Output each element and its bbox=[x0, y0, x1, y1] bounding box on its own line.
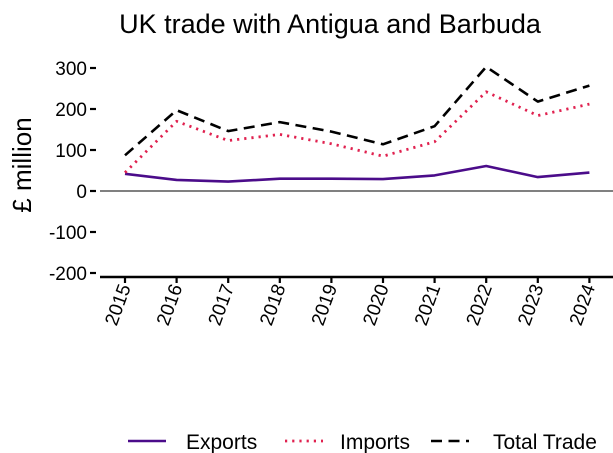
series-line-total-trade bbox=[124, 65, 590, 157]
x-tick-label: 2018 bbox=[256, 282, 290, 329]
y-tick-label: 200 bbox=[55, 100, 87, 121]
x-axis: 2015 2016 2017 2018 2019 2020 2021 2022 2023 2024 bbox=[100, 275, 613, 329]
x-tick-label: 2020 bbox=[360, 282, 394, 329]
y-tick-label: -200 bbox=[49, 264, 87, 285]
y-axis-label: £ million bbox=[7, 117, 37, 212]
y-tick-label: -100 bbox=[49, 223, 87, 244]
y-tick-label: 100 bbox=[55, 141, 87, 162]
x-tick-label: 2019 bbox=[308, 282, 342, 329]
y-axis: 300 200 100 0 -100 -200 bbox=[49, 59, 613, 285]
series-line-imports bbox=[124, 90, 590, 174]
series-layer bbox=[124, 65, 590, 183]
x-tick-label: 2016 bbox=[153, 282, 187, 329]
x-tick-label: 2022 bbox=[463, 282, 497, 329]
series-line-exports bbox=[124, 164, 590, 183]
y-tick-label: 300 bbox=[55, 59, 87, 80]
legend: Exports Imports Total Trade bbox=[128, 431, 597, 453]
x-tick-label: 2015 bbox=[102, 282, 136, 329]
y-tick-label: 0 bbox=[76, 182, 87, 203]
x-tick-label: 2023 bbox=[514, 282, 548, 329]
chart-title: UK trade with Antigua and Barbuda bbox=[119, 9, 542, 39]
x-tick-label: 2017 bbox=[205, 282, 239, 329]
x-tick-label: 2024 bbox=[566, 281, 600, 328]
legend-label: Total Trade bbox=[493, 431, 597, 453]
x-tick-label: 2021 bbox=[411, 282, 445, 329]
legend-label: Imports bbox=[340, 431, 410, 453]
legend-label: Exports bbox=[186, 431, 257, 453]
